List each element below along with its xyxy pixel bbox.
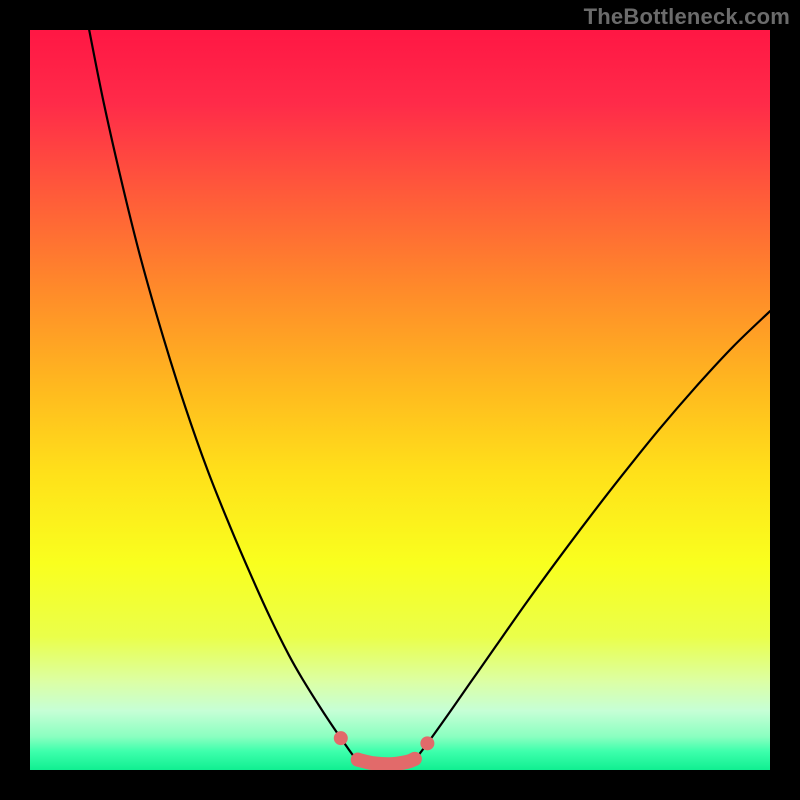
- highlight-dot: [351, 753, 365, 767]
- gradient-background: [30, 30, 770, 770]
- highlight-dot: [408, 752, 422, 766]
- plot-area: [30, 30, 770, 770]
- highlight-dot: [420, 736, 434, 750]
- bottom-highlight-segment: [358, 759, 415, 764]
- watermark-text: TheBottleneck.com: [584, 4, 790, 30]
- outer-frame: TheBottleneck.com: [0, 0, 800, 800]
- highlight-dot: [334, 731, 348, 745]
- bottleneck-chart-svg: [30, 30, 770, 770]
